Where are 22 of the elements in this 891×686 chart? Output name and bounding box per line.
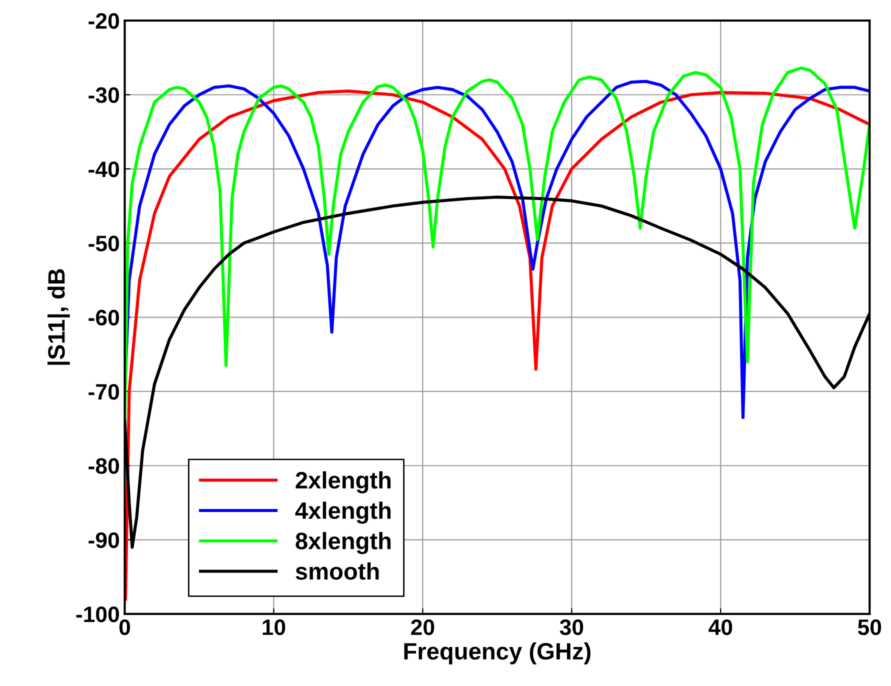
x-tick-label: 30 bbox=[560, 619, 584, 636]
y-tick-label: -20 bbox=[88, 13, 119, 29]
y-tick-label: -40 bbox=[88, 161, 119, 178]
y-tick-label: -80 bbox=[88, 458, 119, 474]
y-tick-label: -60 bbox=[88, 310, 119, 326]
x-axis-title: Frequency (GHz) bbox=[404, 642, 590, 664]
y-tick-label: -100 bbox=[76, 606, 119, 622]
x-tick-label: 20 bbox=[411, 619, 434, 636]
legend-label: smooth bbox=[296, 562, 379, 580]
y-tick-label: -90 bbox=[88, 532, 119, 548]
x-tick-label: 0 bbox=[119, 619, 130, 636]
legend-label: 4xlength bbox=[295, 502, 391, 524]
y-tick-label: -70 bbox=[88, 384, 119, 400]
x-tick-label: 50 bbox=[858, 619, 882, 636]
x-tick-label: 40 bbox=[708, 619, 732, 636]
y-tick-label: -50 bbox=[88, 236, 119, 252]
legend-label: 8xlength bbox=[296, 532, 391, 554]
x-tick-label: 10 bbox=[262, 619, 286, 636]
y-axis-title: |S11|, dB bbox=[47, 269, 70, 365]
line-series bbox=[124, 90, 870, 601]
y-tick-label: -30 bbox=[88, 87, 119, 104]
legend-label: 2xlength bbox=[296, 471, 391, 494]
